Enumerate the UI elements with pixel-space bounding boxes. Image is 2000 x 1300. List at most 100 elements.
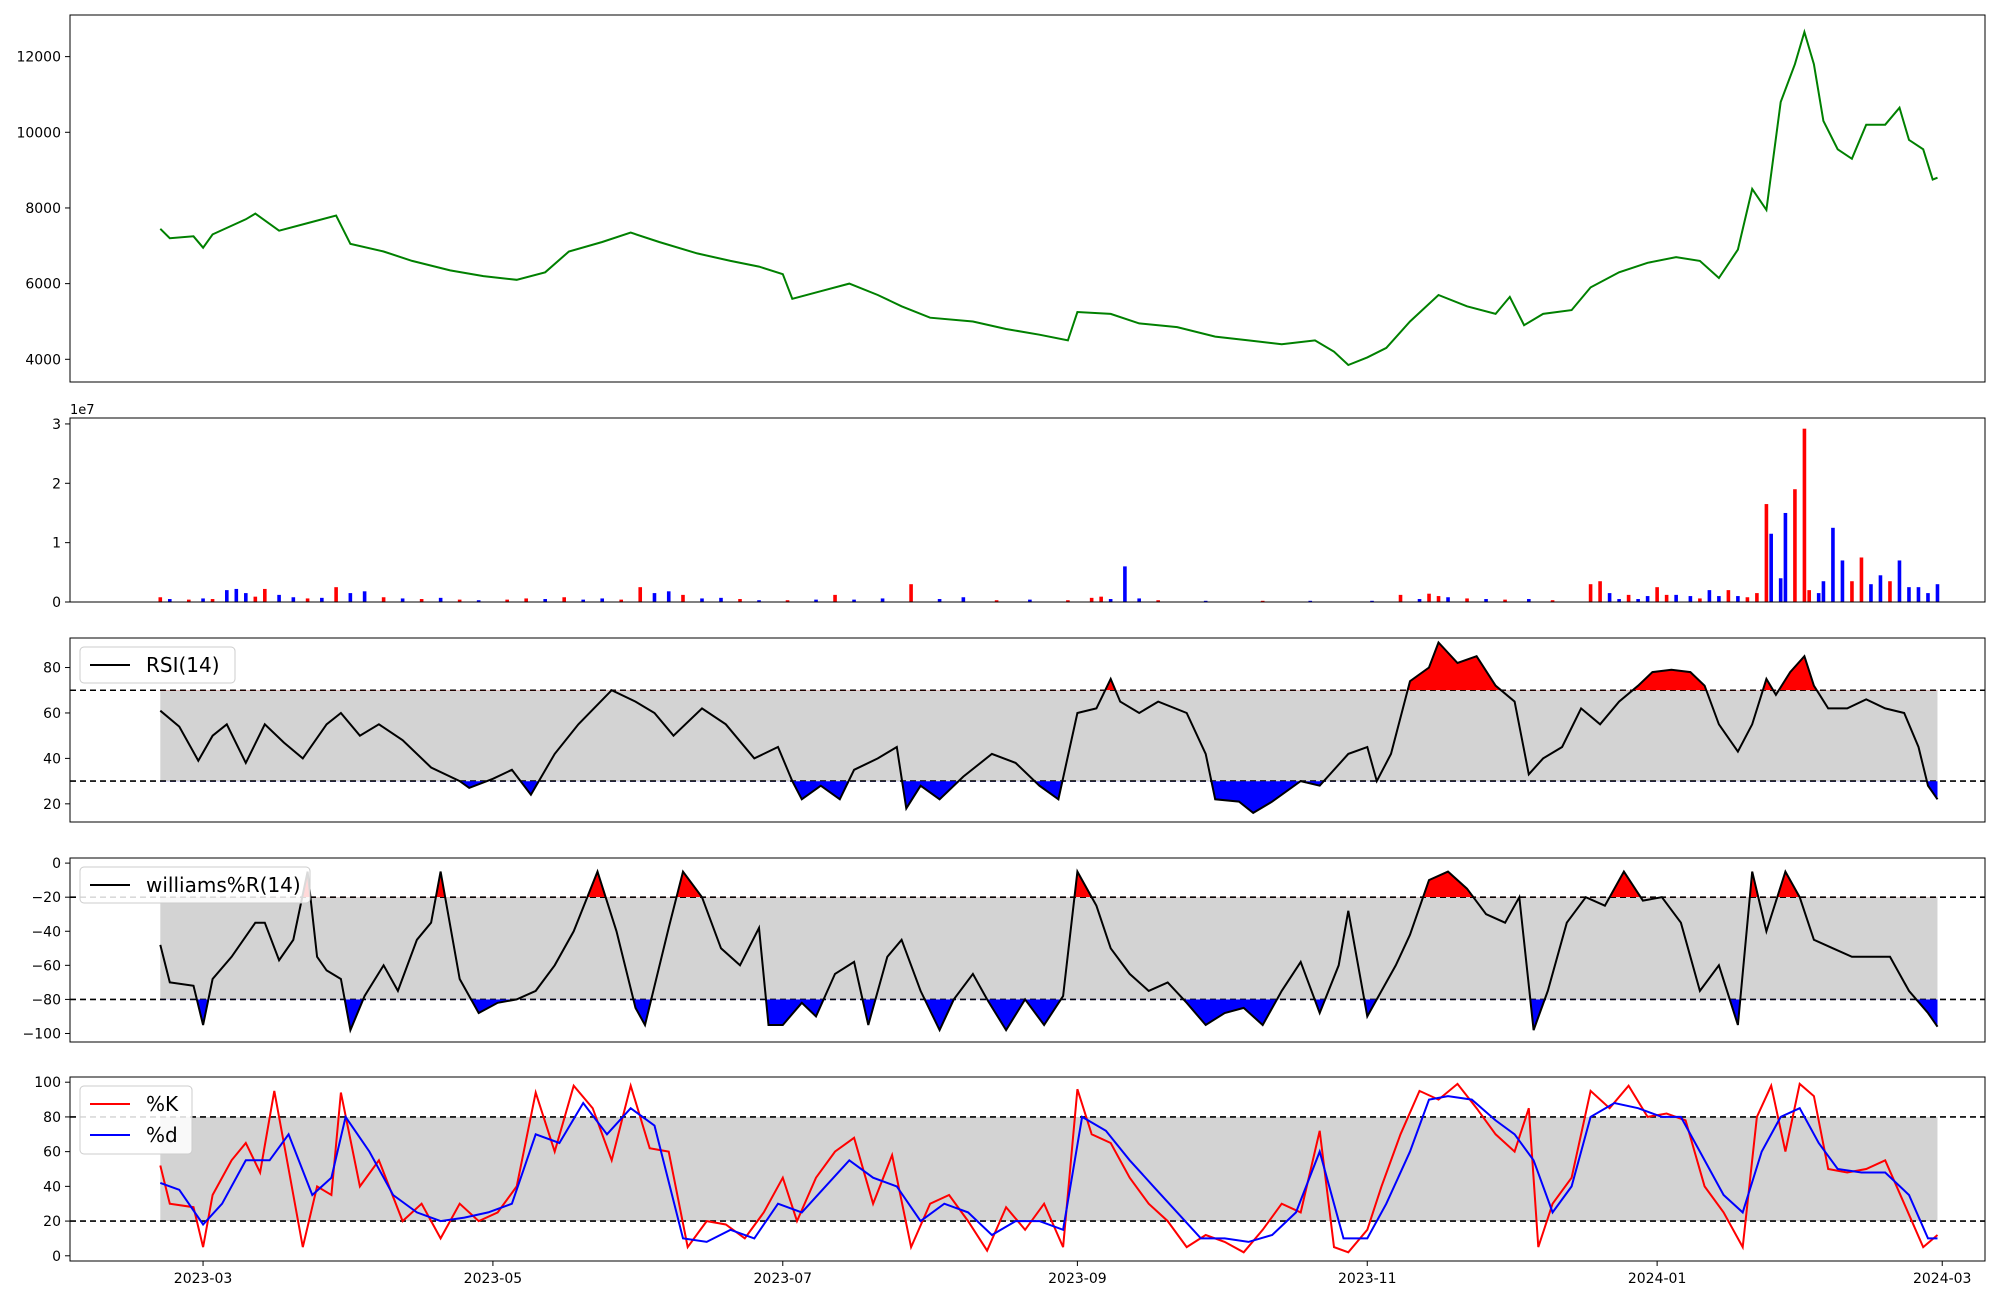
volume-bar-96 [1831, 527, 1835, 602]
rsi-band [160, 690, 1938, 782]
volume-bar-88 [1769, 533, 1773, 602]
volume-bar-65 [1484, 599, 1488, 602]
volume-bar-40 [833, 594, 837, 602]
volume-bar-51 [1108, 599, 1113, 602]
volume-bar-82 [1717, 596, 1721, 602]
volume-bar-67 [1527, 599, 1531, 602]
volume-bar-61 [1427, 593, 1431, 602]
volume-bar-38 [785, 600, 790, 602]
volume-bar-75 [1645, 596, 1650, 602]
volume-bar-29 [619, 599, 624, 602]
stochastic-ytick-label-1: 20 [43, 1214, 61, 1230]
volume-bar-69 [1588, 584, 1593, 602]
rsi-legend: RSI(14) [79, 646, 236, 684]
volume-bar-39 [814, 599, 818, 602]
volume-bar-76 [1655, 587, 1659, 602]
rsi-line [159, 640, 1939, 815]
volume-bar-71 [1607, 593, 1612, 602]
volume-bar-24 [524, 598, 528, 602]
price-ytick-label-3: 10000 [16, 125, 61, 141]
volume-bar-64 [1465, 598, 1469, 602]
volume-bar-2 [186, 599, 191, 602]
price-ytick-label-4: 12000 [16, 50, 61, 66]
williams-ytick-label-0: 0 [52, 856, 61, 872]
price-line [159, 28, 1938, 367]
price-ytick-label-2: 8000 [25, 201, 61, 217]
x-tick-label-1: 2023-05 [464, 1271, 523, 1287]
volume-bar-55 [1203, 600, 1208, 602]
williams-ytick-label-1: −20 [31, 890, 61, 906]
volume-bar-46 [994, 600, 999, 602]
volume-bar-11 [291, 597, 296, 602]
x-tick-label-6: 2024-03 [1913, 1271, 1972, 1287]
x-tick-label-3: 2023-09 [1048, 1271, 1107, 1287]
volume-bar-21 [457, 599, 462, 602]
volume-bar-101 [1878, 575, 1883, 602]
volume-bar-86 [1755, 593, 1759, 602]
volume-bar-94 [1816, 593, 1821, 602]
volume-bar-79 [1688, 596, 1693, 602]
volume-bar-53 [1137, 598, 1141, 602]
volume-bar-49 [1089, 597, 1094, 602]
williams-legend-label: williams%R(14) [146, 873, 301, 897]
volume-ytick-label-1: 1 [52, 536, 61, 552]
volume-bar-95 [1821, 581, 1826, 602]
stochastic-ytick-label-5: 100 [34, 1075, 61, 1091]
volume-bar-37 [757, 600, 761, 602]
rsi-panel: 20 40 60 80 RSI(14) [43, 637, 1986, 823]
volume-bar-91 [1793, 489, 1797, 602]
volume-bar-105 [1916, 587, 1921, 602]
stochastic-ytick-label-4: 80 [43, 1110, 61, 1126]
rsi-legend-label: RSI(14) [146, 653, 220, 677]
volume-bar-6 [234, 588, 239, 602]
volume-bar-26 [562, 597, 566, 602]
volume-bar-3 [201, 598, 205, 602]
volume-bar-80 [1698, 598, 1702, 602]
volume-bar-90 [1783, 512, 1788, 602]
volume-bar-70 [1598, 581, 1602, 602]
volume-bar-30 [638, 587, 643, 602]
volume-bar-50 [1099, 596, 1103, 602]
volume-bar-77 [1664, 594, 1669, 602]
stochastic-band [160, 1116, 1938, 1222]
volume-bar-99 [1859, 557, 1864, 602]
volume-bar-84 [1736, 596, 1740, 602]
rsi-oversold-fill [459, 781, 1938, 813]
x-tick-label-4: 2023-11 [1338, 1271, 1397, 1287]
volume-bar-52 [1123, 566, 1127, 602]
williams-ytick-label-4: −80 [31, 992, 61, 1008]
price-ytick-label-1: 6000 [25, 277, 61, 293]
stochastic-line-d [159, 1095, 1938, 1243]
volume-bar-9 [263, 588, 267, 602]
volume-ytick-label-3: 3 [52, 417, 61, 433]
volume-bar-78 [1674, 594, 1678, 602]
volume-bar-31 [652, 593, 657, 602]
volume-ytick-label-0: 0 [52, 595, 61, 611]
volume-bar-66 [1503, 599, 1507, 602]
volume-bar-103 [1897, 560, 1902, 602]
volume-bar-107 [1935, 584, 1940, 602]
stochastic-ytick-label-2: 40 [43, 1179, 61, 1195]
volume-bar-92 [1802, 428, 1807, 602]
stochastic-ytick-label-0: 0 [52, 1249, 61, 1265]
volume-bar-97 [1840, 560, 1845, 602]
volume-bar-25 [543, 599, 547, 602]
volume-offset-label: 1e7 [70, 403, 95, 418]
price-frame [69, 14, 1986, 383]
volume-bar-89 [1778, 578, 1783, 602]
rsi-ytick-label-3: 80 [43, 661, 61, 677]
volume-bar-68 [1550, 600, 1555, 602]
volume-bar-10 [277, 594, 281, 602]
volume-bar-0 [158, 597, 163, 602]
price-ytick-label-0: 4000 [25, 352, 61, 368]
williams-ytick-label-3: −60 [31, 958, 61, 974]
volume-bar-104 [1907, 587, 1911, 602]
stochastic-legend-k: %K [146, 1092, 179, 1116]
williams-ytick-label-2: −40 [31, 924, 61, 940]
x-tick-label-5: 2024-01 [1628, 1271, 1687, 1287]
volume-bar-41 [852, 599, 856, 602]
volume-bar-98 [1850, 581, 1854, 602]
williams-frame [69, 857, 1986, 1043]
x-tick-label-2: 2023-07 [754, 1271, 813, 1287]
